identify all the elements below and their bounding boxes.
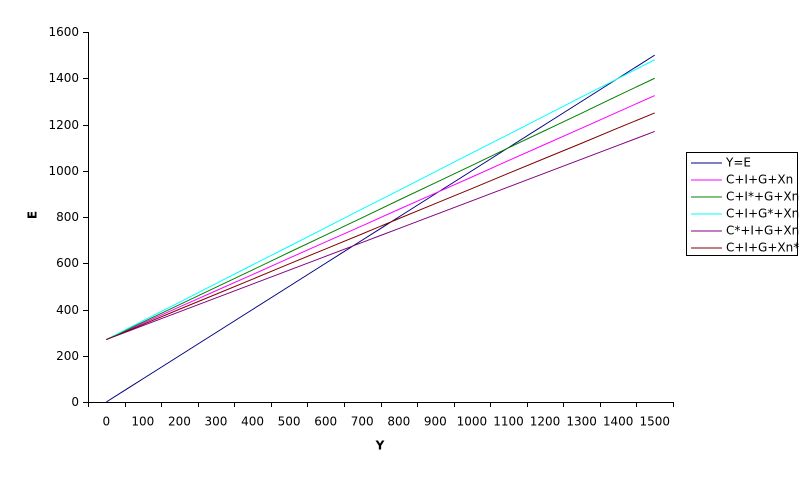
x-tick-label: 1300 xyxy=(566,415,597,429)
y-tick-label: 800 xyxy=(56,210,79,224)
x-tick-label: 600 xyxy=(314,415,337,429)
y-tick-label: 1400 xyxy=(48,71,79,85)
y-tick-label: 1000 xyxy=(48,164,79,178)
y-axis-label: E xyxy=(26,211,40,219)
series-line xyxy=(106,112,655,341)
x-tick-label: 1500 xyxy=(639,415,670,429)
series-line xyxy=(106,95,655,341)
x-tick-label: 0 xyxy=(102,415,110,429)
series-line xyxy=(106,130,655,341)
y-tick-label: 400 xyxy=(56,303,79,317)
x-tick-label: 300 xyxy=(205,415,228,429)
x-axis-label: Y xyxy=(375,439,385,453)
x-tick-label: 200 xyxy=(168,415,191,429)
y-tick-label: 1600 xyxy=(48,25,79,39)
series-line xyxy=(106,59,655,341)
y-tick-label: 0 xyxy=(71,395,79,409)
legend-label: C+I+G+Xn* xyxy=(726,241,799,255)
x-tick-label: 900 xyxy=(424,415,447,429)
x-tick-label: 1000 xyxy=(457,415,488,429)
legend-label: C+I+G*+Xn xyxy=(726,207,799,221)
series-line xyxy=(106,54,655,403)
x-tick-label: 100 xyxy=(131,415,154,429)
y-tick-label: 200 xyxy=(56,349,79,363)
legend-box xyxy=(686,152,798,256)
x-tick-label: 1200 xyxy=(530,415,561,429)
legend-label: C+I+G+Xn xyxy=(726,173,793,187)
legend-label: C+I*+G+Xn xyxy=(726,190,799,204)
legend-label: Y=E xyxy=(725,156,751,170)
x-tick-label: 700 xyxy=(351,415,374,429)
x-tick-label: 500 xyxy=(278,415,301,429)
legend-label: C*+I+G+Xn xyxy=(726,224,799,238)
x-tick-label: 400 xyxy=(241,415,264,429)
x-tick-label: 1400 xyxy=(603,415,634,429)
series-line xyxy=(106,77,655,341)
y-tick-label: 1200 xyxy=(48,118,79,132)
x-tick-label: 1100 xyxy=(493,415,524,429)
x-tick-label: 800 xyxy=(387,415,410,429)
y-tick-label: 600 xyxy=(56,256,79,270)
